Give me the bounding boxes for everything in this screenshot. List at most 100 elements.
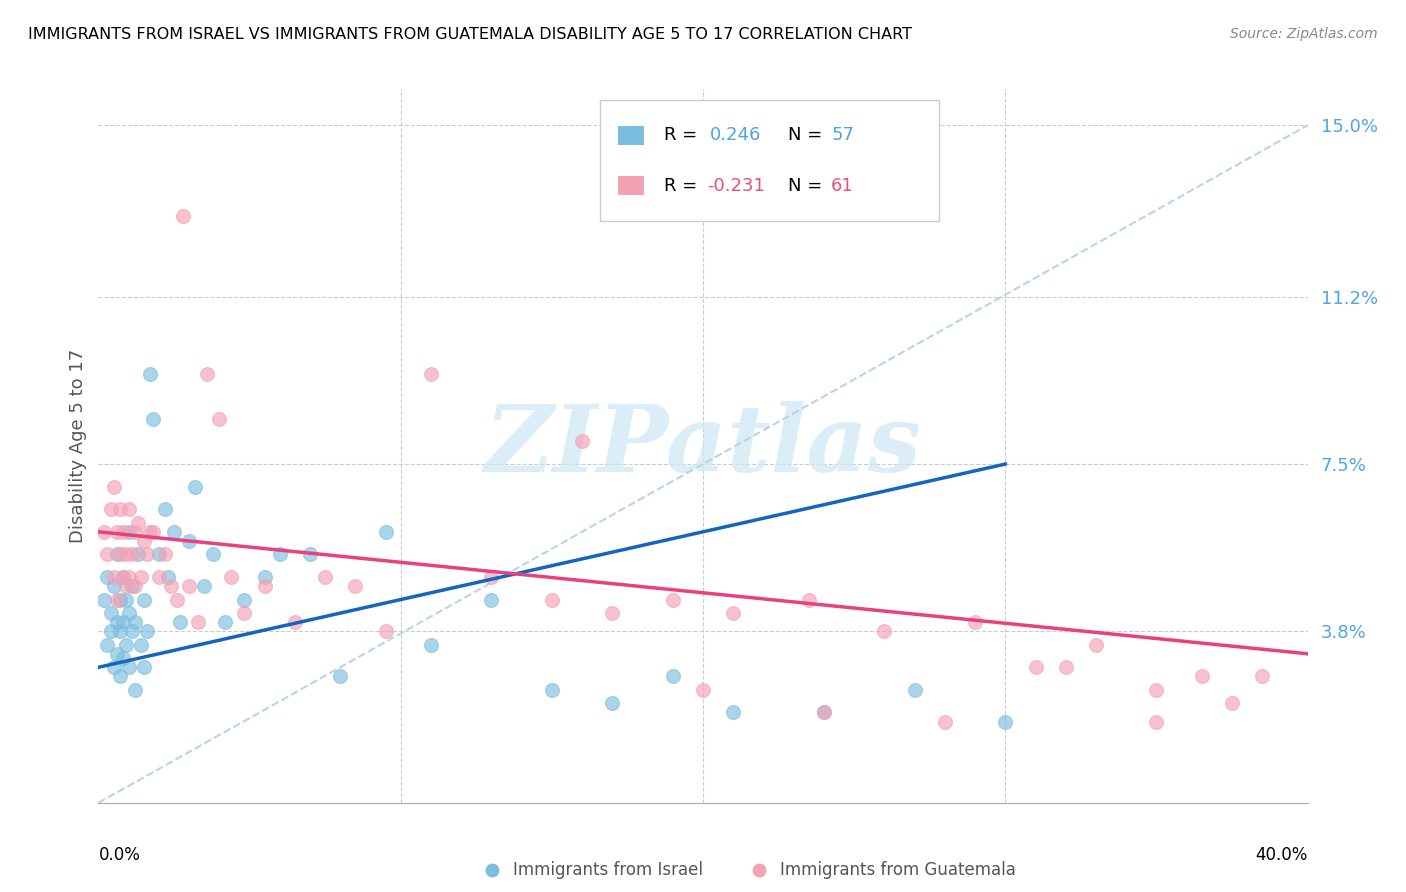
Point	[132, 660, 155, 674]
Text: N =: N =	[787, 127, 828, 145]
FancyBboxPatch shape	[619, 126, 644, 145]
Point	[813, 706, 835, 720]
Point	[179, 579, 201, 593]
Point	[108, 592, 131, 607]
Point	[121, 548, 143, 562]
Point	[118, 570, 141, 584]
Point	[127, 516, 149, 530]
Point	[142, 524, 165, 539]
Point	[1144, 714, 1167, 729]
Point	[118, 606, 141, 620]
Text: 40.0%: 40.0%	[1256, 846, 1308, 863]
Point	[169, 615, 191, 629]
Point	[374, 524, 396, 539]
Point	[269, 548, 291, 562]
Point	[299, 548, 322, 562]
Text: 57: 57	[831, 127, 855, 145]
Point	[105, 548, 128, 562]
Point	[571, 434, 593, 449]
Point	[172, 209, 194, 223]
Text: Source: ZipAtlas.com: Source: ZipAtlas.com	[1230, 27, 1378, 41]
Point	[1251, 669, 1274, 683]
Point	[661, 592, 683, 607]
Text: N =: N =	[787, 177, 828, 194]
Point	[124, 524, 146, 539]
Point	[121, 624, 143, 639]
Point	[374, 624, 396, 639]
Point	[105, 524, 128, 539]
Point	[132, 533, 155, 548]
Point	[193, 579, 215, 593]
Text: 0.246: 0.246	[710, 127, 762, 145]
Point	[114, 592, 136, 607]
Point	[139, 524, 162, 539]
Point	[602, 697, 624, 711]
Point	[105, 647, 128, 661]
Point	[108, 624, 131, 639]
FancyBboxPatch shape	[600, 100, 939, 221]
Point	[105, 615, 128, 629]
Point	[202, 548, 225, 562]
Point	[797, 592, 820, 607]
Point	[723, 606, 745, 620]
Point	[420, 367, 443, 381]
Point	[111, 651, 134, 665]
Point	[1191, 669, 1213, 683]
Point	[813, 706, 835, 720]
Point	[93, 524, 115, 539]
Point	[1085, 638, 1108, 652]
Point	[100, 624, 122, 639]
Point	[481, 570, 503, 584]
Point	[135, 624, 157, 639]
Point	[111, 570, 134, 584]
Point	[103, 579, 125, 593]
Text: 61: 61	[831, 177, 853, 194]
Point	[103, 660, 125, 674]
Point	[100, 502, 122, 516]
Point	[111, 524, 134, 539]
Point	[420, 638, 443, 652]
Point	[124, 579, 146, 593]
Point	[314, 570, 336, 584]
Point	[221, 570, 243, 584]
Point	[139, 367, 162, 381]
Point	[1054, 660, 1077, 674]
FancyBboxPatch shape	[619, 177, 644, 195]
Point	[108, 669, 131, 683]
Point	[118, 660, 141, 674]
Point	[132, 592, 155, 607]
Point	[1144, 682, 1167, 697]
Text: Immigrants from Israel: Immigrants from Israel	[513, 861, 703, 879]
Point	[481, 592, 503, 607]
Point	[329, 669, 352, 683]
Point	[103, 480, 125, 494]
Point	[111, 570, 134, 584]
Point	[105, 592, 128, 607]
Text: R =: R =	[664, 127, 703, 145]
Point	[214, 615, 236, 629]
Point	[111, 615, 134, 629]
Point	[1024, 660, 1046, 674]
Y-axis label: Disability Age 5 to 17: Disability Age 5 to 17	[69, 349, 87, 543]
Point	[108, 548, 131, 562]
Point	[118, 524, 141, 539]
Point	[114, 579, 136, 593]
Point	[904, 682, 927, 697]
Point	[153, 548, 176, 562]
Point	[129, 638, 152, 652]
Point	[253, 579, 276, 593]
Point	[934, 714, 956, 729]
Point	[602, 606, 624, 620]
Point	[1220, 697, 1243, 711]
Point	[96, 570, 118, 584]
Text: 0.0%: 0.0%	[98, 846, 141, 863]
Point	[127, 548, 149, 562]
Point	[160, 579, 183, 593]
Point	[156, 570, 179, 584]
Point	[195, 367, 218, 381]
Text: Immigrants from Guatemala: Immigrants from Guatemala	[780, 861, 1017, 879]
Text: -0.231: -0.231	[707, 177, 765, 194]
Point	[184, 480, 207, 494]
Text: IMMIGRANTS FROM ISRAEL VS IMMIGRANTS FROM GUATEMALA DISABILITY AGE 5 TO 17 CORRE: IMMIGRANTS FROM ISRAEL VS IMMIGRANTS FRO…	[28, 27, 912, 42]
Point	[153, 502, 176, 516]
